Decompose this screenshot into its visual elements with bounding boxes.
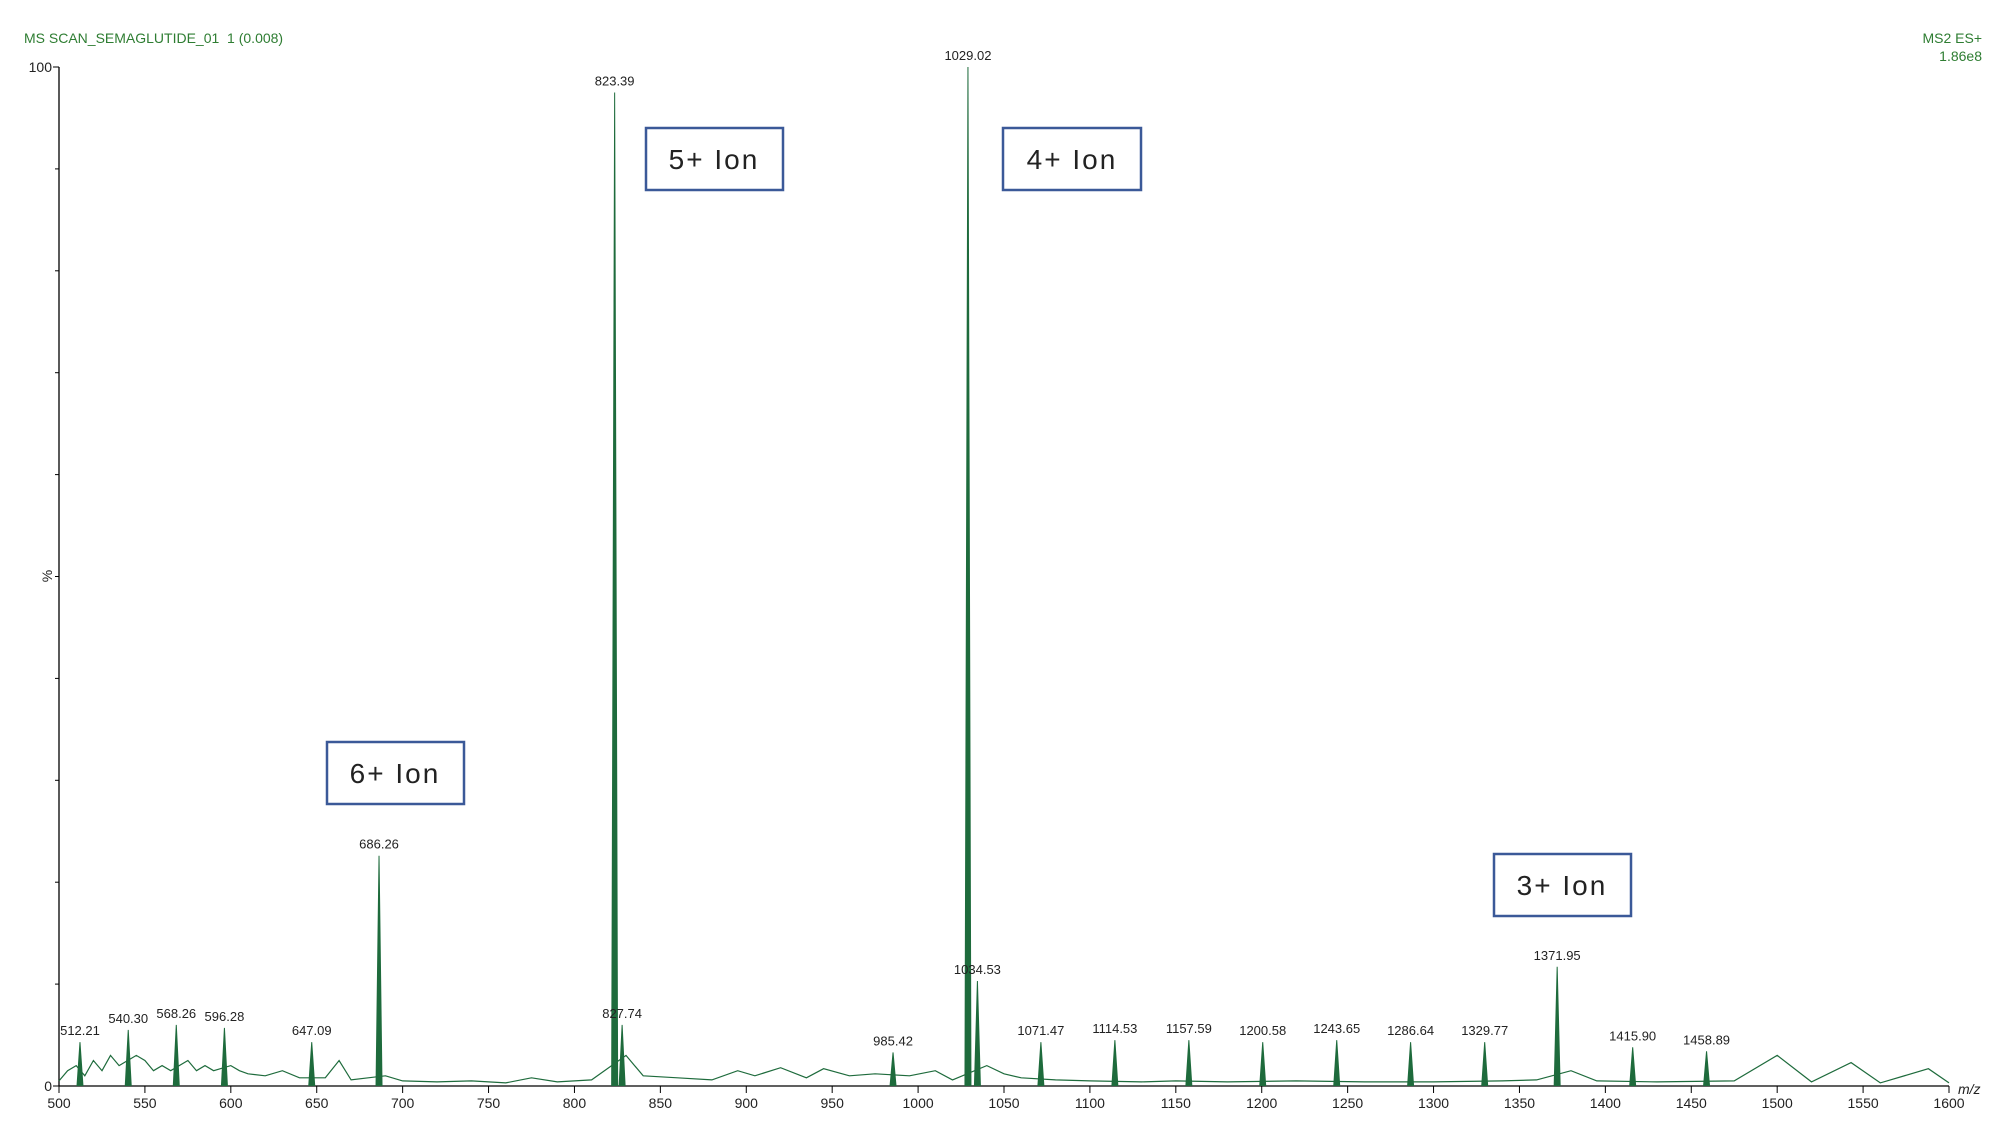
peak	[172, 1024, 180, 1087]
peak	[889, 1052, 897, 1087]
x-tick-label: 500	[47, 1095, 71, 1111]
x-tick-label: 1350	[1504, 1095, 1535, 1111]
ion-annotation: 5+ Ion	[644, 126, 785, 192]
peak	[1553, 966, 1561, 1087]
peak-label: 1415.90	[1609, 1028, 1656, 1043]
x-tick-label: 800	[563, 1095, 587, 1111]
peak	[1111, 1040, 1119, 1087]
annotation-text: 5+ Ion	[669, 144, 760, 175]
peak-label: 568.26	[156, 1006, 196, 1021]
peak	[618, 1024, 626, 1087]
peak-label: 1200.58	[1239, 1023, 1286, 1038]
x-tick-label: 1250	[1332, 1095, 1363, 1111]
peak	[1629, 1047, 1637, 1087]
peak-label: 1329.77	[1461, 1023, 1508, 1038]
y-axis-label: %	[39, 570, 55, 582]
x-tick-label: 1000	[903, 1095, 934, 1111]
spectrum-trace	[58, 1054, 1950, 1084]
peak	[611, 92, 619, 1087]
peak-label: 540.30	[108, 1011, 148, 1026]
peak	[375, 855, 383, 1087]
x-tick-label: 1550	[1848, 1095, 1879, 1111]
peak-label: 1114.53	[1092, 1021, 1137, 1036]
x-tick-label: 1100	[1075, 1095, 1105, 1111]
x-tick-label: 550	[133, 1095, 157, 1111]
x-axis-label: m/z	[1958, 1081, 1981, 1097]
ion-annotation: 3+ Ion	[1492, 852, 1633, 918]
x-tick-label: 850	[649, 1095, 673, 1111]
y-tick-label: 100	[29, 59, 53, 75]
annotation-text: 6+ Ion	[350, 758, 441, 789]
peak-label: 1029.02	[944, 48, 991, 63]
peak-label: 827.74	[602, 1006, 642, 1021]
peak-label: 1157.59	[1166, 1021, 1212, 1036]
peak-label: 1243.65	[1313, 1021, 1360, 1036]
peak	[973, 981, 981, 1087]
peak-label: 1071.47	[1017, 1023, 1064, 1038]
peak	[76, 1042, 84, 1087]
peak	[308, 1042, 316, 1087]
annotation-text: 3+ Ion	[1517, 870, 1608, 901]
x-tick-label: 600	[219, 1095, 243, 1111]
peak	[1037, 1042, 1045, 1087]
peak	[1259, 1042, 1267, 1087]
x-tick-label: 1400	[1590, 1095, 1621, 1111]
annotation-box	[325, 740, 466, 806]
peak	[1481, 1042, 1489, 1087]
x-tick-label: 750	[477, 1095, 501, 1111]
x-tick-label: 900	[735, 1095, 759, 1111]
x-tick-label: 1600	[1933, 1095, 1964, 1111]
peak-label: 985.42	[873, 1033, 913, 1048]
peak-label: 823.39	[595, 73, 635, 88]
x-tick-label: 950	[821, 1095, 845, 1111]
annotation-text: 4+ Ion	[1027, 144, 1118, 175]
peak-label: 1458.89	[1683, 1032, 1730, 1047]
x-tick-label: 1500	[1762, 1095, 1793, 1111]
annotation-box	[1492, 852, 1633, 918]
x-tick-label: 1050	[988, 1095, 1019, 1111]
peak-label: 686.26	[359, 837, 399, 852]
peak	[1703, 1051, 1711, 1087]
peak-label: 512.21	[60, 1023, 100, 1038]
ion-annotation: 6+ Ion	[325, 740, 466, 806]
peak	[220, 1027, 228, 1087]
x-tick-label: 650	[305, 1095, 329, 1111]
x-tick-label: 1200	[1246, 1095, 1277, 1111]
x-tick-label: 1300	[1418, 1095, 1449, 1111]
peak	[1333, 1040, 1341, 1087]
chart-title: MS SCAN_SEMAGLUTIDE_01 1 (0.008)	[24, 30, 283, 46]
annotation-box	[644, 126, 785, 192]
max-intensity: 1.86e8	[1939, 48, 1982, 64]
y-tick-label: 0	[44, 1078, 52, 1094]
scan-type: MS2 ES+	[1922, 30, 1982, 46]
peak-label: 647.09	[292, 1023, 332, 1038]
peak	[964, 66, 972, 1087]
peak-label: 596.28	[205, 1009, 245, 1024]
peak-label: 1286.64	[1387, 1023, 1434, 1038]
x-tick-label: 700	[391, 1095, 415, 1111]
annotation-box	[1001, 126, 1143, 192]
peak-label: 1371.95	[1534, 948, 1581, 963]
x-tick-label: 1450	[1676, 1095, 1707, 1111]
peak-label: 1034.53	[954, 962, 1001, 977]
peak	[124, 1029, 132, 1087]
ion-annotation: 4+ Ion	[1001, 126, 1143, 192]
peak	[1407, 1042, 1415, 1087]
x-tick-label: 1150	[1161, 1095, 1191, 1111]
peak	[1185, 1040, 1193, 1087]
